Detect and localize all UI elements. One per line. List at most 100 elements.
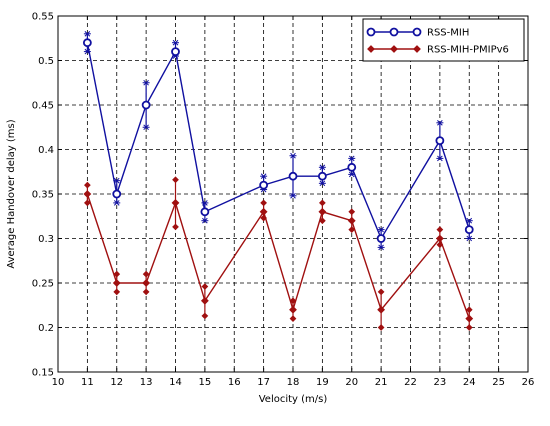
x-tick-label: 10 [52, 377, 65, 388]
data-point [259, 180, 269, 190]
x-tick-label: 20 [345, 377, 358, 388]
error-cap [172, 223, 179, 231]
data-point [200, 207, 210, 217]
error-cap [202, 217, 208, 224]
y-axis-label: Average Handover delay (ms) [6, 119, 17, 268]
error-cap [143, 79, 149, 86]
error-cap [465, 306, 473, 314]
error-cap [113, 270, 121, 278]
series-line [86, 193, 470, 319]
error-cap [348, 171, 355, 178]
error-cap [260, 199, 267, 207]
data-point [200, 296, 209, 305]
error-cap [113, 200, 120, 206]
error-cap [113, 177, 120, 184]
x-tick-label: 16 [228, 377, 241, 388]
x-tick-label: 12 [110, 377, 123, 388]
data-point [83, 190, 92, 198]
error-cap [377, 288, 385, 296]
data-point [112, 189, 122, 199]
data-point [347, 162, 357, 172]
legend-marker [367, 45, 375, 53]
error-cap [142, 270, 150, 278]
legend-marker [413, 45, 421, 53]
y-tick-label: 0.15 [32, 368, 54, 379]
data-point [435, 136, 445, 146]
error-cap [290, 152, 296, 159]
x-tick-label: 25 [492, 377, 505, 388]
error-cap [437, 155, 443, 162]
y-tick-label: 0.35 [32, 190, 54, 201]
error-cap [466, 235, 473, 242]
error-cap [142, 288, 150, 296]
x-tick-label: 15 [199, 377, 212, 388]
y-tick-label: 0.4 [38, 145, 54, 156]
error-cap [436, 241, 444, 249]
legend-entry: RSS-MIH-PMIPv6 [367, 45, 509, 56]
y-tick-label: 0.3 [38, 234, 54, 245]
data-point [464, 225, 474, 235]
data-point [142, 279, 151, 287]
error-cap [113, 288, 121, 296]
error-cap [466, 217, 473, 224]
error-cap [201, 312, 209, 320]
x-tick-label: 14 [169, 377, 182, 388]
x-axis-ticks: 10 11 12 13 14 15 16 17 18 19 20 21 22 23 24 25 26 [52, 16, 534, 388]
error-cap [290, 192, 296, 199]
data-point [377, 305, 386, 314]
data-point [318, 207, 327, 216]
error-cap [84, 181, 91, 189]
error-cap [84, 30, 91, 37]
error-cap [437, 119, 443, 126]
series-1 [82, 30, 474, 251]
error-cap [348, 155, 355, 162]
data-point [465, 314, 474, 323]
x-tick-label: 13 [140, 377, 153, 388]
legend-marker [412, 27, 422, 37]
legend: RSS-MIH RSS-MIH-PMIPv6 [362, 18, 525, 62]
error-cap [348, 208, 356, 216]
series-layer [82, 30, 474, 331]
error-cap [172, 176, 179, 184]
legend-marker [390, 45, 398, 53]
legend-marker [389, 27, 399, 37]
y-tick-label: 0.45 [32, 101, 54, 112]
error-cap [84, 48, 91, 55]
error-cap [319, 217, 326, 225]
data-point [82, 38, 92, 48]
legend-label: RSS-MIH [427, 28, 469, 39]
legend-label: RSS-MIH-PMIPv6 [427, 45, 509, 56]
error-cap [84, 199, 91, 207]
data-point [141, 100, 151, 110]
error-cap [202, 200, 208, 206]
series-line [86, 42, 470, 241]
y-tick-label: 0.2 [38, 323, 54, 334]
data-point [171, 198, 180, 207]
data-point [317, 171, 327, 181]
error-cap [201, 283, 209, 290]
error-cap [378, 244, 384, 251]
data-point [376, 234, 386, 243]
error-cap [172, 39, 179, 46]
data-point [259, 207, 268, 216]
x-tick-label: 22 [404, 377, 417, 388]
x-axis-label: Velocity (m/s) [259, 394, 328, 405]
x-tick-label: 24 [463, 377, 476, 388]
error-cap [378, 226, 384, 233]
data-point [171, 47, 180, 56]
error-cap [436, 226, 444, 233]
x-tick-label: 23 [434, 377, 447, 388]
error-cap [319, 199, 326, 207]
error-cap [289, 297, 297, 305]
x-tick-label: 21 [375, 377, 388, 388]
error-cap [319, 180, 326, 187]
x-tick-label: 11 [81, 377, 94, 388]
error-cap [348, 226, 356, 233]
legend-items: RSS-MIH RSS-MIH-PMIPv6 [366, 27, 509, 56]
y-axis-ticks: 0.15 0.2 0.25 0.3 0.35 0.4 0.45 0.5 0.55 [32, 12, 528, 379]
y-tick-label: 0.5 [38, 56, 54, 67]
error-cap [465, 324, 473, 331]
data-point [112, 279, 121, 287]
y-tick-label: 0.25 [32, 279, 54, 290]
